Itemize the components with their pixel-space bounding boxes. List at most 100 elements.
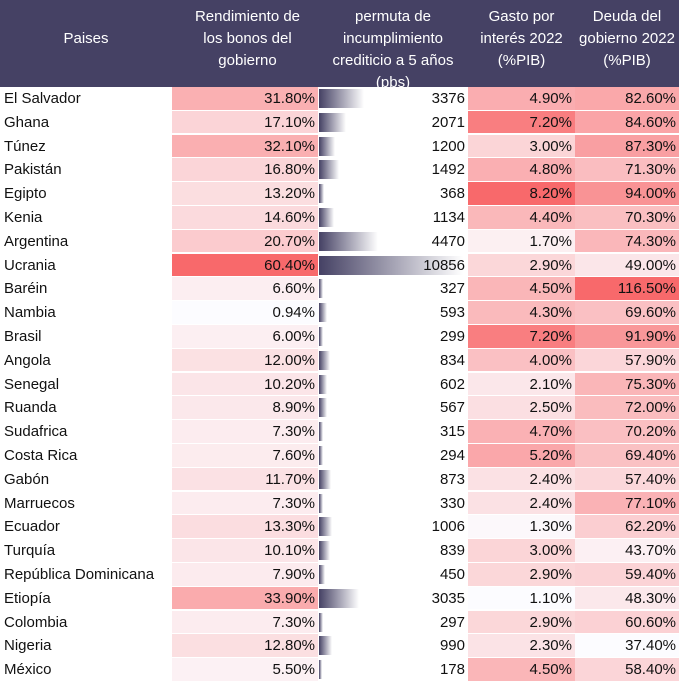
table-row: Senegal 10.20% 602 2.10% 75.30% (0, 372, 679, 397)
bond-yield-cell: 13.30% (172, 515, 318, 538)
government-debt-cell: 69.60% (575, 301, 679, 324)
cds-bar (319, 112, 347, 132)
government-debt-cell: 43.70% (575, 539, 679, 562)
header-interest-spending: Gasto por interés 2022 (%PIB) (480, 7, 563, 69)
cds-spread-cell: 1134 (318, 206, 468, 229)
country-name: El Salvador (4, 90, 81, 107)
header-cds-spread: Diferencial de permuta de incumplimiento… (332, 0, 454, 91)
table-row: Gabón 11.70% 873 2.40% 57.40% (0, 467, 679, 492)
cds-bar (319, 374, 327, 394)
country-name: Costa Rica (4, 447, 78, 464)
table-row: Túnez 32.10% 1200 3.00% 87.30% (0, 134, 679, 159)
bond-yield-cell: 10.20% (172, 372, 318, 396)
government-debt-cell: 91.90% (575, 325, 679, 348)
interest-spending-cell: 1.70% (468, 229, 575, 253)
government-debt-cell: 37.40% (575, 634, 679, 657)
cds-bar (319, 469, 331, 489)
cds-value: 299 (439, 328, 465, 345)
cds-value: 3035 (431, 589, 465, 607)
interest-spending-cell: 2.90% (468, 563, 575, 586)
table-header: Paises Rendimiento de los bonos del gobi… (0, 0, 679, 91)
interest-spending-cell: 4.70% (468, 420, 575, 443)
cds-value: 4470 (431, 232, 465, 250)
country-name: Turquía (4, 542, 56, 560)
cds-bar (319, 517, 333, 537)
government-debt-cell: 49.00% (575, 253, 679, 277)
country-name: Senegal (4, 375, 60, 393)
country-name: Gabón (4, 470, 50, 488)
interest-spending-cell: 3.00% (468, 539, 575, 562)
government-debt-cell: 70.20% (575, 420, 679, 443)
header-government-debt: Deuda del gobierno 2022 (%PIB) (579, 7, 675, 69)
cds-value: 1492 (431, 161, 465, 179)
table-row: México 5.50% 178 4.50% 58.40% (0, 658, 679, 682)
government-debt-cell: 116.50% (575, 277, 679, 300)
cds-spread-cell: 10856 (318, 254, 468, 277)
cds-bar (319, 279, 324, 299)
interest-spending-cell: 4.00% (468, 348, 575, 372)
government-debt-cell: 82.60% (575, 87, 679, 110)
cds-spread-cell: 834 (318, 349, 468, 372)
cds-value: 990 (439, 637, 465, 655)
country-name: Baréin (4, 280, 48, 298)
cds-value: 1134 (432, 209, 465, 226)
table-row: Colombia 7.30% 297 2.90% 60.60% (0, 610, 679, 635)
country-name: Pakistán (4, 161, 62, 179)
interest-spending-cell: 4.50% (468, 658, 575, 681)
cds-value: 450 (439, 566, 465, 583)
cds-bar (319, 636, 333, 656)
table-row: Etiopía 33.90% 3035 1.10% 48.30% (0, 586, 679, 611)
cds-spread-cell: 3035 (318, 587, 468, 610)
cds-spread-cell: 327 (318, 277, 468, 300)
interest-spending-cell: 2.40% (468, 467, 575, 491)
government-debt-cell: 75.30% (575, 372, 679, 396)
table-row: Ghana 17.10% 2071 7.20% 84.60% (0, 110, 679, 135)
government-debt-cell: 57.40% (575, 467, 679, 491)
interest-spending-cell: 2.10% (468, 372, 575, 396)
cds-bar (319, 565, 325, 584)
cds-bar (319, 136, 335, 156)
bond-yield-cell: 14.60% (172, 206, 318, 229)
cds-value: 10856 (423, 256, 465, 274)
country-name: Argentina (4, 232, 69, 250)
interest-spending-cell: 4.30% (468, 301, 575, 324)
cds-spread-cell: 990 (318, 634, 468, 657)
country-name: República Dominicana (4, 566, 155, 583)
country-name: Egipto (4, 185, 47, 203)
cds-bar (319, 493, 324, 513)
bond-yield-cell: 60.40% (172, 253, 318, 277)
table-row: Angola 12.00% 834 4.00% 57.90% (0, 348, 679, 373)
bond-yield-cell: 32.10% (172, 134, 318, 158)
table-row: Baréin 6.60% 327 4.50% 116.50% (0, 277, 679, 301)
bond-yield-cell: 12.00% (172, 348, 318, 372)
country-name: Ghana (4, 113, 50, 131)
cds-bar (319, 303, 327, 323)
interest-spending-cell: 2.30% (468, 634, 575, 657)
cds-bar (319, 422, 324, 442)
government-debt-cell: 74.30% (575, 229, 679, 253)
interest-spending-cell: 4.50% (468, 277, 575, 300)
cds-value: 1200 (431, 137, 465, 155)
table-row: Turquía 10.10% 839 3.00% 43.70% (0, 539, 679, 563)
interest-spending-cell: 4.40% (468, 206, 575, 229)
country-name: Kenia (4, 209, 43, 226)
interest-spending-cell: 5.20% (468, 444, 575, 467)
cds-spread-cell: 567 (318, 396, 468, 419)
cds-spread-cell: 450 (318, 563, 468, 586)
cds-value: 602 (439, 375, 465, 393)
interest-spending-cell: 1.30% (468, 515, 575, 538)
country-name: Angola (4, 351, 51, 369)
table-row: Marruecos 7.30% 330 2.40% 77.10% (0, 491, 679, 516)
cds-spread-cell: 3376 (318, 87, 468, 110)
country-name: Túnez (4, 137, 46, 155)
government-debt-cell: 70.30% (575, 206, 679, 229)
government-debt-cell: 48.30% (575, 586, 679, 610)
country-name: Sudafrica (4, 423, 68, 441)
interest-spending-cell: 7.20% (468, 110, 575, 134)
cds-spread-cell: 297 (318, 611, 468, 634)
cds-value: 873 (439, 470, 465, 488)
bond-yield-cell: 13.20% (172, 182, 318, 205)
table-row: Sudafrica 7.30% 315 4.70% 70.20% (0, 420, 679, 444)
country-name: Nigeria (4, 637, 52, 655)
government-debt-cell: 77.10% (575, 491, 679, 515)
